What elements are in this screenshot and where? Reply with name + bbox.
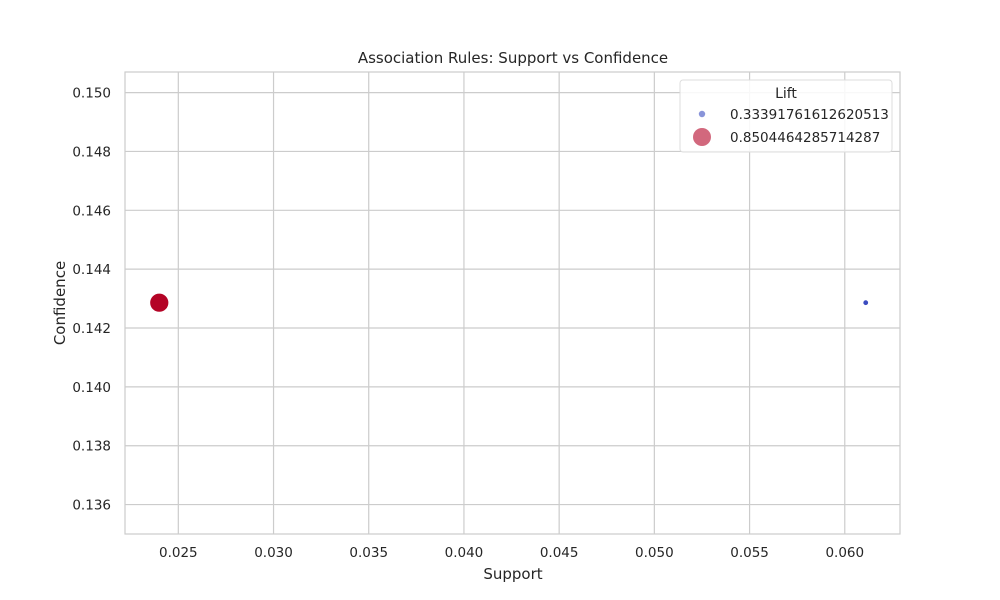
x-axis-label: Support — [483, 565, 542, 583]
x-tick-label: 0.060 — [825, 545, 864, 561]
legend-marker-low-lift — [698, 110, 706, 118]
plot-frame — [124, 71, 901, 535]
x-tick-label: 0.025 — [159, 545, 198, 561]
y-tick-label: 0.142 — [72, 321, 111, 337]
x-tick-label: 0.045 — [540, 545, 579, 561]
y-tick-label: 0.138 — [72, 439, 111, 455]
y-tick-label: 0.150 — [72, 86, 111, 102]
x-tick-label: 0.050 — [635, 545, 674, 561]
data-points — [149, 292, 869, 313]
y-axis-label: Confidence — [51, 261, 69, 345]
x-tick-labels: 0.025 0.030 0.035 0.040 0.045 0.050 0.055 0.060 — [159, 545, 864, 561]
y-tick-label: 0.146 — [72, 203, 111, 219]
y-tick-label: 0.148 — [72, 144, 111, 160]
y-tick-label: 0.144 — [72, 262, 111, 278]
x-tick-label: 0.035 — [349, 545, 388, 561]
y-tick-label: 0.136 — [72, 498, 111, 514]
scatter-point — [862, 299, 869, 306]
scatter-point — [149, 292, 170, 313]
x-tick-label: 0.030 — [254, 545, 293, 561]
y-tick-labels: 0.136 0.138 0.140 0.142 0.144 0.146 0.148 0.150 — [72, 86, 111, 514]
legend: Lift 0.33391761612620513 0.8504464285714… — [679, 79, 893, 153]
x-tick-label: 0.055 — [730, 545, 769, 561]
x-tick-label: 0.040 — [445, 545, 484, 561]
legend-marker-high-lift — [693, 128, 711, 146]
legend-box — [679, 79, 893, 153]
chart-title: Association Rules: Support vs Confidence — [358, 49, 668, 67]
legend-label-high-lift: 0.8504464285714287 — [730, 130, 880, 146]
y-gridlines — [125, 91, 900, 506]
legend-label-low-lift: 0.33391761612620513 — [730, 107, 889, 123]
y-tick-label: 0.140 — [72, 380, 111, 396]
legend-title: Lift — [775, 86, 797, 102]
